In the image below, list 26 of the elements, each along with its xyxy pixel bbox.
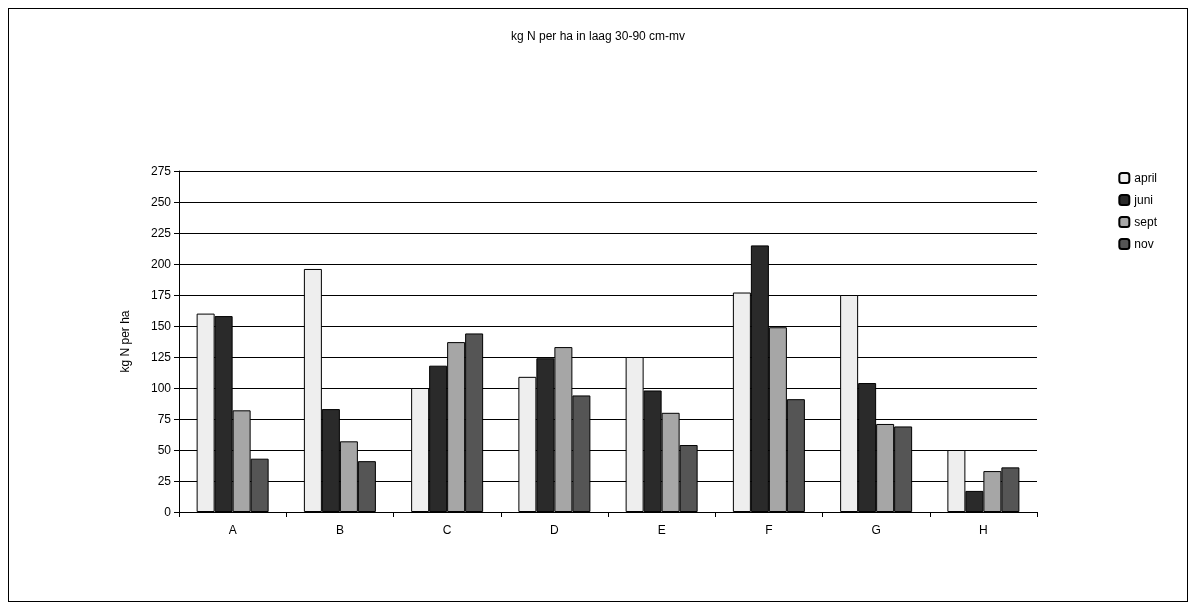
legend-label: april — [1134, 171, 1158, 185]
y-tick-label: 25 — [157, 474, 172, 488]
x-tick-label: B — [335, 523, 344, 537]
x-tick-label: H — [979, 523, 988, 537]
y-tick-label: 275 — [150, 164, 172, 178]
y-tick-label: 50 — [157, 443, 172, 457]
y-tick-label: 0 — [164, 505, 172, 519]
x-tick-label: A — [228, 523, 237, 537]
legend-label: sept — [1134, 215, 1158, 229]
y-tick-label: 100 — [150, 381, 172, 395]
y-tick-label: 200 — [150, 257, 172, 271]
y-tick-label: 175 — [150, 288, 172, 302]
legend-label: nov — [1134, 237, 1154, 251]
x-tick-label: E — [657, 523, 666, 537]
x-tick-label: F — [765, 523, 773, 537]
x-tick-label: C — [442, 523, 452, 537]
y-tick-label: 225 — [150, 226, 172, 240]
y-axis-title: kg N per ha — [118, 310, 132, 373]
legend-label: juni — [1133, 193, 1154, 207]
chart-title: kg N per ha in laag 30-90 cm-mv — [510, 29, 686, 43]
y-tick-label: 75 — [157, 412, 172, 426]
x-tick-label: G — [871, 523, 881, 537]
x-tick-label: D — [550, 523, 560, 537]
y-tick-label: 150 — [150, 319, 172, 333]
y-tick-label: 250 — [150, 195, 172, 209]
y-tick-label: 125 — [150, 350, 172, 364]
